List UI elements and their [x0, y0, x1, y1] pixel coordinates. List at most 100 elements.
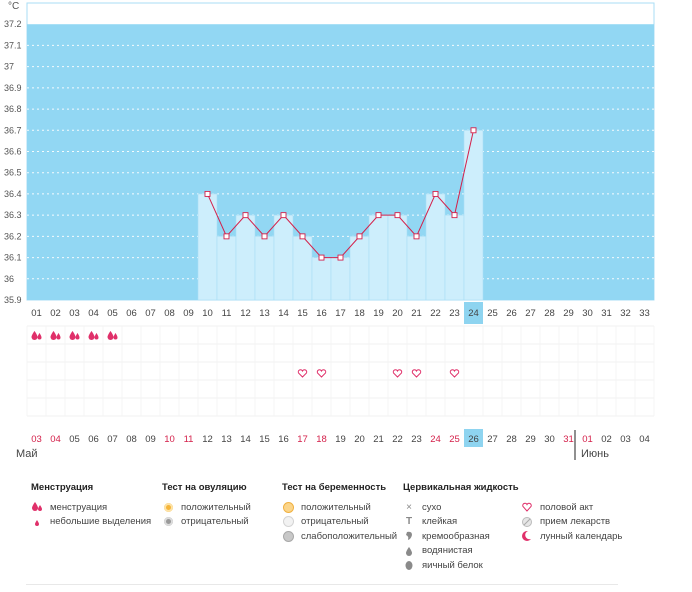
calendar-date-label: 23: [411, 434, 422, 445]
drop-double-icon: [31, 501, 43, 513]
x-tick-label: 17: [335, 308, 346, 319]
calendar-date-label: 04: [639, 434, 650, 445]
calendar-date-label: 31: [563, 434, 574, 445]
calendar-date-label: 26: [468, 434, 479, 445]
x-tick-label: 22: [430, 308, 441, 319]
circle-gray-face-icon: [282, 530, 294, 542]
legend-item-label: водянистая: [422, 545, 473, 557]
temperature-bar: [349, 236, 370, 301]
circle-gray-icon: [162, 516, 174, 528]
x-tick-label: 05: [107, 308, 118, 319]
y-tick-label: 36.1: [4, 253, 22, 263]
drop-shape: [94, 333, 99, 340]
temperature-point: [432, 190, 439, 197]
legend-item-label: положительный: [181, 501, 251, 513]
temperature-bar: [330, 257, 351, 301]
y-tick-label: 36.2: [4, 231, 22, 241]
legend-item-label: сухо: [422, 501, 442, 513]
x-tick-label: 11: [222, 308, 232, 319]
legend-item-label: небольшие выделения: [50, 516, 152, 528]
legend-item: водянистая: [403, 544, 519, 559]
temperature-point: [470, 127, 477, 134]
temperature-point: [242, 212, 249, 219]
x-tick-label: 07: [145, 308, 156, 319]
drop-shape: [107, 331, 114, 340]
calendar-date-label: 06: [88, 434, 99, 445]
y-tick-label: 36.5: [4, 168, 22, 178]
x-tick-label: 33: [639, 308, 650, 319]
y-tick-label: 35.9: [4, 295, 22, 305]
legend-item: кремообразная: [403, 529, 519, 544]
legend-item: яичный белок: [403, 558, 519, 573]
temperature-point: [299, 233, 306, 240]
x-tick-label: 08: [164, 308, 175, 319]
x-tick-label: 21: [411, 308, 422, 319]
calendar-date-label: 08: [126, 434, 137, 445]
temperature-bar: [216, 236, 237, 301]
calendar-date-label: 07: [107, 434, 118, 445]
temperature-point: [394, 212, 401, 219]
y-tick-label: 36: [4, 274, 14, 284]
temperature-bar: [311, 257, 332, 301]
temperature-point: [280, 212, 287, 219]
x-tick-label: 23: [449, 308, 460, 319]
menstruation-drop-icon: [50, 331, 61, 340]
x-tick-label: 09: [183, 308, 194, 319]
t-mark-icon: T: [405, 516, 413, 528]
x-tick-label: 32: [620, 308, 631, 319]
temperature-bar: [368, 214, 389, 301]
calendar-date-label: 11: [184, 434, 194, 445]
y-tick-label: 36.6: [4, 147, 22, 157]
legend-item: прием лекарств: [521, 515, 622, 530]
calendar-date-label: 21: [373, 434, 384, 445]
legend-item-label: отрицательный: [301, 516, 369, 528]
x-tick-label: 15: [297, 308, 308, 319]
temperature-bar: [273, 214, 294, 301]
legend-item-label: отрицательный: [181, 516, 249, 528]
legend-item-label: слабоположительный: [301, 530, 398, 542]
y-tick-label: 37.2: [4, 19, 22, 29]
legend-item-label: кремообразная: [422, 530, 490, 542]
x-tick-label: 25: [487, 308, 498, 319]
legend-group-title: Тест на беременность: [282, 482, 387, 493]
x-tick-label: 02: [50, 308, 61, 319]
temperature-bar: [387, 214, 408, 301]
bottom-divider: [26, 584, 618, 585]
legend-group: Менструация менструация небольшие выделени…: [31, 482, 151, 529]
drop-shape: [50, 331, 57, 340]
menstruation-drop-icon: [31, 331, 42, 340]
legend-item-label: половой акт: [540, 501, 594, 513]
menstruation-drop-icon: [69, 331, 80, 340]
calendar-date-label: 25: [449, 434, 460, 445]
x-tick-label: 20: [392, 308, 403, 319]
legend-group: Тест на овуляцию положительный отрицательн…: [162, 482, 251, 529]
calendar-date-label: 22: [392, 434, 403, 445]
y-tick-label: 36.4: [4, 189, 22, 199]
temperature-point: [204, 190, 211, 197]
temperature-point: [375, 212, 382, 219]
heart-icon: [521, 501, 533, 513]
temperature-point: [413, 233, 420, 240]
y-unit-label: °C: [8, 1, 19, 12]
temperature-bar: [254, 236, 275, 301]
calendar-date-label: 20: [354, 434, 365, 445]
x-tick-label: 26: [506, 308, 517, 319]
calendar-date-label: 14: [240, 434, 251, 445]
legend-item-label: лунный календарь: [540, 530, 623, 542]
calendar-date-label: 09: [145, 434, 156, 445]
legend-item: лунный календарь: [521, 529, 622, 544]
month-label: Май: [16, 448, 38, 460]
pill-icon: [521, 516, 533, 528]
legend-item-label: положительный: [301, 501, 371, 513]
calendar-date-label: 01: [582, 434, 593, 445]
x-tick-label: 27: [525, 308, 536, 319]
legend-item: × сухо: [403, 500, 519, 515]
legend-item: отрицательный: [282, 515, 397, 530]
temperature-bar: [235, 214, 256, 301]
menstruation-drop-icon: [107, 331, 118, 340]
circle-light-icon: [282, 516, 294, 528]
x-tick-label: 10: [202, 308, 213, 319]
